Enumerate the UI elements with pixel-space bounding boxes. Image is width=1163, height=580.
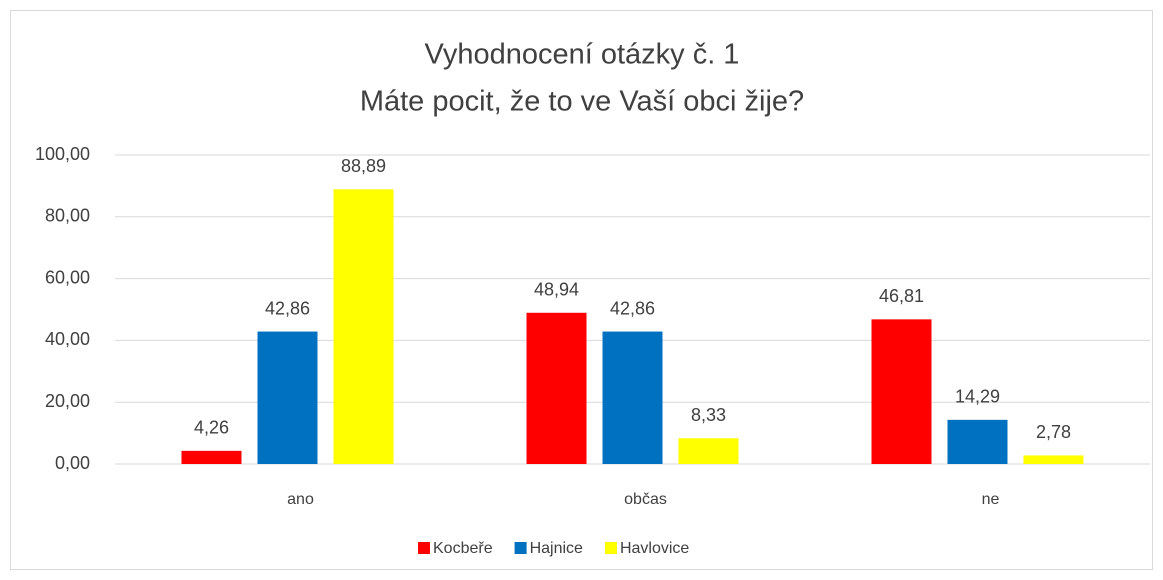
y-tick-label: 80,00 <box>45 206 90 226</box>
legend-label: Hajnice <box>530 540 583 557</box>
chart-subtitle: Máte pocit, že to ve Vaší obci žije? <box>360 86 804 118</box>
value-label: 8,33 <box>691 405 726 425</box>
legend-label: Kocbeře <box>433 540 493 557</box>
y-tick-label: 40,00 <box>45 329 90 349</box>
legend-swatch <box>418 542 430 554</box>
x-tick-label: ne <box>982 491 1000 508</box>
chart-border <box>10 10 1153 570</box>
legend-swatch <box>604 542 617 554</box>
bar <box>871 319 932 464</box>
y-tick-label: 20,00 <box>45 391 90 411</box>
bar <box>526 312 587 464</box>
bar <box>333 189 394 464</box>
legend-swatch <box>514 542 527 554</box>
y-tick-label: 60,00 <box>45 267 90 287</box>
value-label: 14,29 <box>955 387 1000 407</box>
value-label: 88,89 <box>341 156 386 176</box>
chart-title: Vyhodnocení otázky č. 1 <box>425 39 740 71</box>
bar <box>257 331 318 464</box>
y-tick-label: 100,00 <box>35 144 90 164</box>
bar <box>602 331 663 464</box>
bar <box>1023 455 1084 464</box>
x-tick-label: občas <box>624 491 667 508</box>
y-tick-label: 0,00 <box>55 453 90 473</box>
bar <box>947 419 1008 464</box>
value-label: 42,86 <box>610 298 655 318</box>
bar <box>181 450 242 464</box>
legend-label: Havlovice <box>620 540 689 557</box>
value-label: 4,26 <box>194 418 229 438</box>
value-label: 46,81 <box>879 286 924 306</box>
x-tick-label: ano <box>287 491 314 508</box>
value-label: 42,86 <box>265 298 310 318</box>
bar <box>678 438 739 464</box>
value-label: 48,94 <box>534 280 579 300</box>
value-label: 2,78 <box>1036 422 1071 442</box>
